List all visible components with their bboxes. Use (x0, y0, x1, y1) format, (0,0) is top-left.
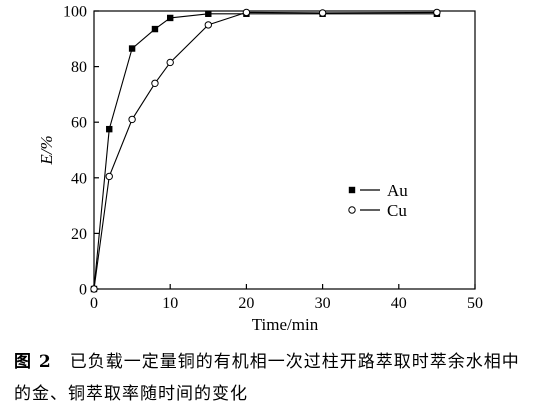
series-cu-point (151, 79, 159, 87)
figure-caption: 图 2 已负载一定量铜的有机相一次过柱开路萃取时萃余水相中的金、铜萃取率随时间的变… (14, 346, 534, 410)
series-au-line (93, 13, 437, 290)
series-au-point (106, 125, 113, 133)
y-tick-label: 100 (63, 4, 87, 21)
x-tick-label: 20 (238, 295, 254, 312)
figure-label: 图 2 (14, 352, 52, 372)
legend-label-cu: Cu (387, 201, 407, 220)
series-cu-point (105, 172, 113, 181)
series-cu-point (433, 8, 441, 17)
series-cu-point (242, 8, 251, 17)
y-tick-label: 40 (71, 170, 87, 187)
series-cu-point (318, 9, 327, 17)
series-cu-point (166, 58, 174, 67)
legend-label-au: Au (387, 181, 408, 200)
y-tick-label: 20 (71, 226, 87, 243)
series-au-point (128, 45, 136, 52)
y-axis-title: E/% (37, 135, 56, 165)
x-tick-label: 40 (391, 295, 407, 312)
series-au-point (167, 14, 174, 22)
x-tick-label: 0 (90, 295, 98, 312)
series-cu-point (90, 285, 98, 293)
series-au-point (151, 25, 159, 33)
series-au (90, 10, 441, 293)
series-layer (90, 8, 441, 293)
series-cu-point (204, 21, 213, 29)
legend-marker-cu (348, 206, 356, 214)
series-cu-line (93, 11, 437, 290)
series-cu (90, 8, 441, 293)
x-tick-label: 10 (162, 295, 178, 312)
legend-item-cu: Cu (348, 201, 407, 220)
y-tick-label: 80 (71, 59, 87, 76)
legend-item-au: Au (348, 181, 408, 200)
y-tick-label: 0 (79, 282, 87, 299)
series-au-point (205, 10, 212, 17)
series-cu-point (128, 115, 136, 124)
y-axis-ticks: 0 20 40 60 80 100 (63, 4, 99, 299)
x-tick-label: 30 (315, 295, 331, 312)
y-tick-label: 60 (71, 115, 87, 132)
x-axis-ticks: 0 10 20 30 40 50 (90, 284, 483, 312)
x-axis-title: Time/min (252, 315, 319, 334)
caption-text: 已负载一定量铜的有机相一次过柱开路萃取时萃余水相中的金、铜萃取率随时间的变化 (14, 352, 520, 404)
plot-frame (93, 10, 476, 290)
x-tick-label: 50 (467, 295, 483, 312)
legend-marker-au (348, 186, 356, 194)
chart: 0 10 20 30 40 50 0 20 40 60 80 100 Time/min E/% Au… (37, 4, 483, 335)
